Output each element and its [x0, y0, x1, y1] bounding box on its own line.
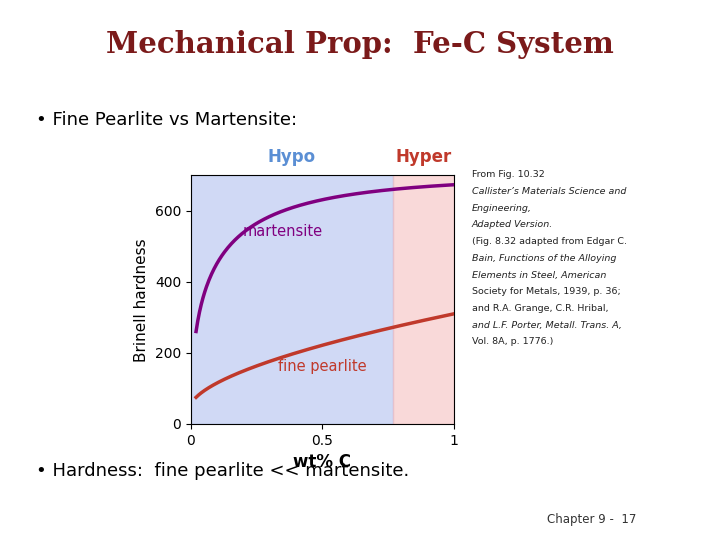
Text: Bain, Functions of the Alloying: Bain, Functions of the Alloying [472, 254, 616, 263]
Text: Adapted Version.: Adapted Version. [472, 220, 553, 230]
Text: • Hardness:  fine pearlite << martensite.: • Hardness: fine pearlite << martensite. [36, 462, 409, 480]
Text: and R.A. Grange, C.R. Hribal,: and R.A. Grange, C.R. Hribal, [472, 304, 608, 313]
Text: Hypo: Hypo [268, 148, 316, 166]
Text: Callister’s Materials Science and: Callister’s Materials Science and [472, 187, 626, 196]
Text: Elements in Steel, American: Elements in Steel, American [472, 271, 606, 280]
Text: Vol. 8A, p. 1776.): Vol. 8A, p. 1776.) [472, 338, 553, 347]
X-axis label: wt% C: wt% C [293, 453, 351, 471]
Text: Society for Metals, 1939, p. 36;: Society for Metals, 1939, p. 36; [472, 287, 621, 296]
Text: and L.F. Porter, Metall. Trans. A,: and L.F. Porter, Metall. Trans. A, [472, 321, 621, 330]
Text: Mechanical Prop:  Fe-C System: Mechanical Prop: Fe-C System [106, 30, 614, 59]
Bar [393, 176, 454, 424]
Text: Chapter 9 -  17: Chapter 9 - 17 [547, 514, 636, 526]
Y-axis label: Brinell hardness: Brinell hardness [134, 238, 149, 361]
Text: (Fig. 8.32 adapted from Edgar C.: (Fig. 8.32 adapted from Edgar C. [472, 237, 626, 246]
Text: From Fig. 10.32: From Fig. 10.32 [472, 170, 544, 179]
Text: fine pearlite: fine pearlite [278, 360, 366, 374]
Text: • Fine Pearlite vs Martensite:: • Fine Pearlite vs Martensite: [36, 111, 297, 129]
Text: martensite: martensite [243, 224, 323, 239]
Bar [191, 176, 393, 424]
Text: Hyper: Hyper [395, 148, 451, 166]
Text: Engineering,: Engineering, [472, 204, 531, 213]
